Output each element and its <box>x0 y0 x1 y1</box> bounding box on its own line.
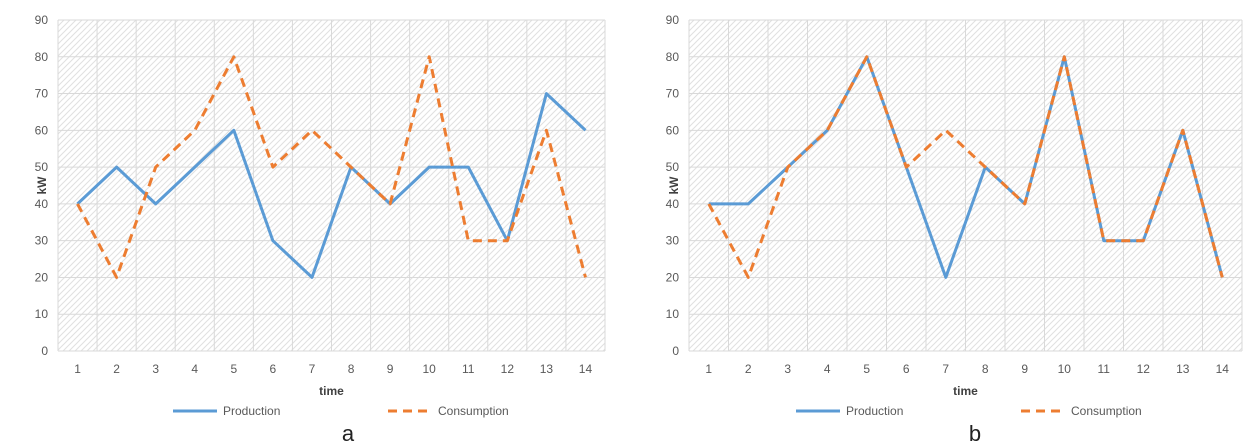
x-axis-title: time <box>319 384 344 398</box>
y-axis-title: kW <box>667 176 681 195</box>
x-tick-label: 12 <box>1137 362 1151 376</box>
y-tick-label: 90 <box>666 13 680 27</box>
x-tick-label: 14 <box>1216 362 1230 376</box>
y-tick-label: 80 <box>35 50 49 64</box>
legend-item-production: Production <box>796 404 903 418</box>
panel-label: a <box>342 421 355 446</box>
panel-label: b <box>969 421 981 446</box>
x-tick-label: 4 <box>191 362 198 376</box>
y-tick-label: 10 <box>666 307 680 321</box>
x-tick-label: 2 <box>745 362 752 376</box>
y-tick-label: 20 <box>666 270 680 284</box>
y-tick-label: 60 <box>666 123 680 137</box>
x-tick-label: 8 <box>982 362 989 376</box>
x-tick-label: 1 <box>74 362 81 376</box>
x-tick-label: 6 <box>903 362 910 376</box>
legend-item-consumption: Consumption <box>1021 404 1142 418</box>
y-tick-label: 50 <box>35 160 49 174</box>
x-tick-label: 9 <box>387 362 394 376</box>
legend-label: Consumption <box>438 404 509 418</box>
y-axis-title: kW <box>35 176 49 195</box>
x-tick-label: 2 <box>113 362 120 376</box>
y-tick-label: 70 <box>35 87 49 101</box>
x-tick-label: 3 <box>784 362 791 376</box>
x-tick-label: 4 <box>824 362 831 376</box>
x-tick-label: 10 <box>422 362 436 376</box>
x-tick-label: 5 <box>230 362 237 376</box>
legend-label: Production <box>846 404 903 418</box>
legend-label: Consumption <box>1071 404 1142 418</box>
y-tick-label: 70 <box>666 87 680 101</box>
x-tick-label: 6 <box>270 362 277 376</box>
y-tick-label: 80 <box>666 50 680 64</box>
x-tick-label: 3 <box>152 362 159 376</box>
legend-label: Production <box>223 404 280 418</box>
x-tick-label: 7 <box>309 362 316 376</box>
x-tick-label: 10 <box>1058 362 1072 376</box>
legend-item-consumption: Consumption <box>388 404 509 418</box>
x-tick-label: 7 <box>942 362 949 376</box>
x-tick-label: 11 <box>462 362 475 376</box>
x-tick-label: 8 <box>348 362 355 376</box>
y-tick-label: 20 <box>35 270 49 284</box>
series-line-consumption <box>707 55 1224 279</box>
x-tick-label: 5 <box>863 362 870 376</box>
x-tick-label: 14 <box>579 362 593 376</box>
x-tick-label: 1 <box>705 362 712 376</box>
y-tick-label: 60 <box>35 123 49 137</box>
x-tick-label: 13 <box>1176 362 1190 376</box>
legend-item-production: Production <box>173 404 280 418</box>
y-tick-label: 50 <box>666 160 680 174</box>
x-tick-label: 9 <box>1021 362 1028 376</box>
y-tick-label: 10 <box>35 307 49 321</box>
x-axis-title: time <box>953 384 978 398</box>
x-tick-label: 11 <box>1098 362 1111 376</box>
x-tick-label: 12 <box>501 362 515 376</box>
series-line-production <box>76 92 587 279</box>
y-tick-label: 30 <box>35 234 49 248</box>
y-tick-label: 40 <box>35 197 49 211</box>
y-tick-label: 90 <box>35 13 49 27</box>
x-tick-label: 13 <box>540 362 554 376</box>
y-tick-label: 30 <box>666 234 680 248</box>
y-tick-label: 40 <box>666 197 680 211</box>
y-tick-label: 0 <box>672 344 679 358</box>
y-tick-label: 0 <box>41 344 48 358</box>
